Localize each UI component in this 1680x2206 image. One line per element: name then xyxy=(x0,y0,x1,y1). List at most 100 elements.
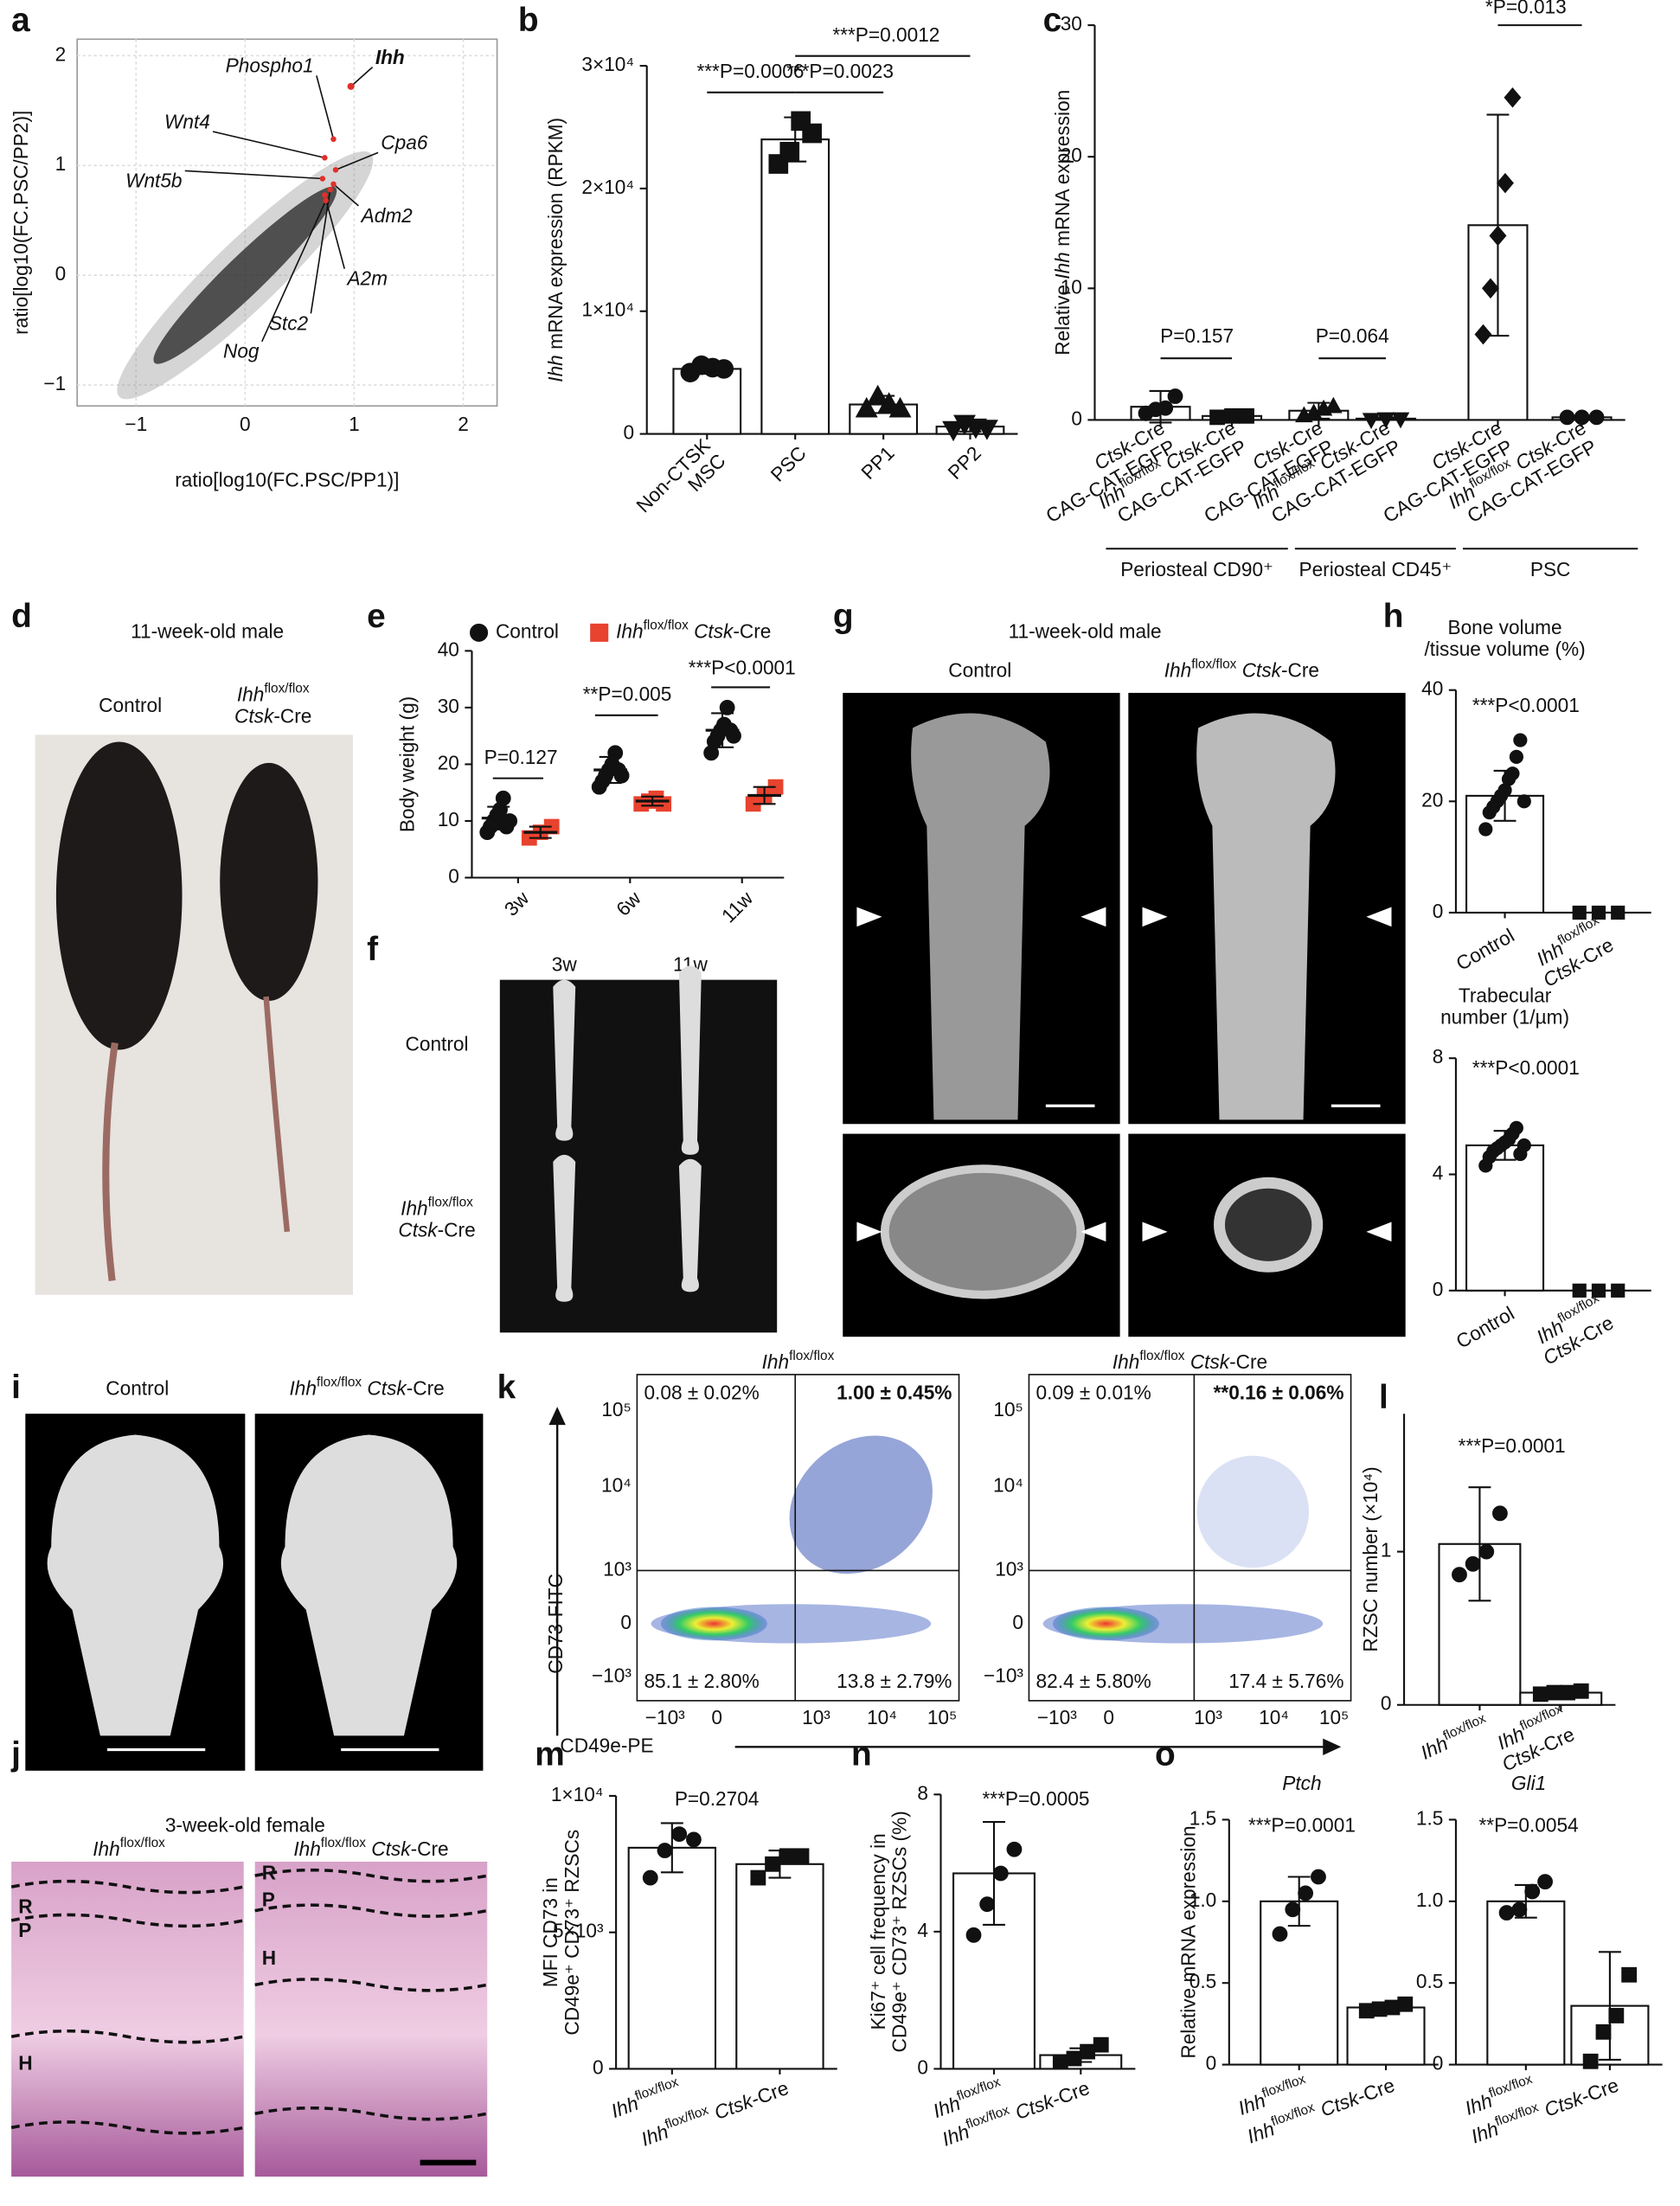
quadrant-label: 13.8 ± 2.79% xyxy=(837,1670,952,1692)
y-tick-label: 30 xyxy=(438,695,459,717)
zone-label: H xyxy=(262,1946,276,1969)
y-tick-label: 10 xyxy=(1061,275,1082,298)
gene-label: Phospho1 xyxy=(226,55,314,77)
y-tick-label: 0.5 xyxy=(1416,1970,1443,1992)
data-point xyxy=(965,1927,982,1943)
annotation: ***P<0.0001 xyxy=(1472,694,1580,716)
data-point xyxy=(642,1869,658,1886)
data-point xyxy=(1358,2003,1375,2019)
arrowhead xyxy=(1080,1222,1106,1242)
data-point xyxy=(1397,1996,1414,2012)
data-point xyxy=(765,1856,780,1872)
y-tick-label: 20 xyxy=(1061,144,1082,166)
data-point xyxy=(1376,412,1395,429)
error-bar xyxy=(641,795,664,807)
panel-title: 3-week-old female xyxy=(165,1814,325,1837)
data-point xyxy=(1516,794,1531,809)
annotation: ***P=0.0001 xyxy=(1248,1814,1356,1837)
column-label: Control xyxy=(948,659,1011,682)
y-tick-label: 3×10⁴ xyxy=(581,53,634,75)
column-label: Ihhflox/flox Ctsk-Cre xyxy=(1164,657,1319,681)
gene-point xyxy=(330,136,337,143)
y-tick-label: 1×10⁴ xyxy=(551,1783,604,1805)
x-tick-label: −10³ xyxy=(645,1706,685,1728)
data-point xyxy=(686,1831,702,1848)
data-point xyxy=(1482,278,1499,299)
column-label: Ihhflox/flox xyxy=(93,1836,165,1860)
panel-title: 11-week-old male xyxy=(131,619,284,642)
zone-label: P xyxy=(18,1919,31,1941)
zone-label: R xyxy=(18,1895,32,1917)
panel-letter: f xyxy=(367,932,378,969)
data-point xyxy=(1560,1684,1576,1701)
gene-label: Stc2 xyxy=(269,311,309,334)
data-point xyxy=(979,1896,996,1913)
y-axis-title: Relative Ihh mRNA expression xyxy=(1051,90,1074,356)
x-tick-label: Ihhflox/floxCtsk-Cre xyxy=(1527,1291,1617,1369)
y-tick-label: 10³ xyxy=(603,1557,632,1580)
point-cloud xyxy=(153,186,337,364)
panel-letter: n xyxy=(851,1736,872,1773)
zone-label: H xyxy=(18,2052,32,2075)
arrowhead xyxy=(1366,907,1392,927)
x-tick-label: −1 xyxy=(125,413,147,435)
data-point xyxy=(1621,1966,1638,1983)
panel-letter: a xyxy=(11,2,30,39)
annotation: P=0.127 xyxy=(484,746,558,768)
data-point xyxy=(793,1848,810,1864)
data-point xyxy=(866,384,889,406)
data-point xyxy=(1157,400,1174,416)
data-point xyxy=(1093,2036,1109,2053)
x-tick-label: 6w xyxy=(612,886,645,920)
leader-line xyxy=(350,67,374,87)
y-axis-title: Body weight (g) xyxy=(396,696,419,832)
y-tick-label: 0 xyxy=(1071,407,1082,429)
y-tick-label: 1.0 xyxy=(1189,1889,1216,1911)
data-point xyxy=(1498,1905,1515,1921)
x-tick-label: Ihhflox/floxCtsk-Cre xyxy=(1488,1701,1578,1775)
x-tick-label: 3w xyxy=(499,886,533,920)
y-tick-label: 4 xyxy=(917,1919,928,1941)
arrowhead xyxy=(1142,1222,1168,1242)
data-point xyxy=(656,796,672,812)
y-tick-label: 10³ xyxy=(995,1557,1023,1580)
data-point xyxy=(1582,2053,1599,2069)
data-point xyxy=(1224,407,1240,424)
panel-letter: k xyxy=(497,1369,516,1407)
y-tick-label: 10⁵ xyxy=(993,1398,1023,1420)
panel-letter: m xyxy=(535,1736,565,1773)
x-tick-label: 0 xyxy=(1103,1706,1114,1728)
flow-plot xyxy=(1028,1374,1352,1702)
event-cloud xyxy=(789,1435,933,1574)
data-point xyxy=(975,420,998,440)
legend-marker xyxy=(470,623,489,642)
bone xyxy=(553,979,576,1141)
mouse-tail xyxy=(263,996,291,1233)
data-point xyxy=(719,700,735,715)
x-tick-label: 10⁵ xyxy=(927,1706,958,1728)
bone xyxy=(678,1158,702,1292)
y-tick-label: 0 xyxy=(1433,900,1444,922)
annotation: ***P=0.0012 xyxy=(832,23,939,46)
bar xyxy=(1465,1144,1545,1292)
leader-line xyxy=(332,183,359,207)
mouse-body xyxy=(220,762,318,1001)
arrowhead xyxy=(856,1222,882,1242)
data-point xyxy=(1371,2001,1388,2017)
data-point xyxy=(1478,1543,1495,1560)
legend-label: Control xyxy=(496,619,559,642)
y-tick-label: 0 xyxy=(593,2055,604,2078)
data-point xyxy=(779,1848,795,1864)
gene-label: Cpa6 xyxy=(381,131,428,154)
data-point xyxy=(802,123,822,144)
arrowhead xyxy=(1366,1222,1392,1242)
event-density xyxy=(1052,1606,1159,1641)
data-point xyxy=(657,1843,673,1858)
data-point xyxy=(1167,388,1183,404)
bar xyxy=(1260,1900,1339,2066)
mouse-tail xyxy=(102,1042,119,1281)
y-tick-label: 1.5 xyxy=(1416,1806,1443,1829)
leader-line xyxy=(316,75,335,140)
gene-point xyxy=(332,167,339,173)
